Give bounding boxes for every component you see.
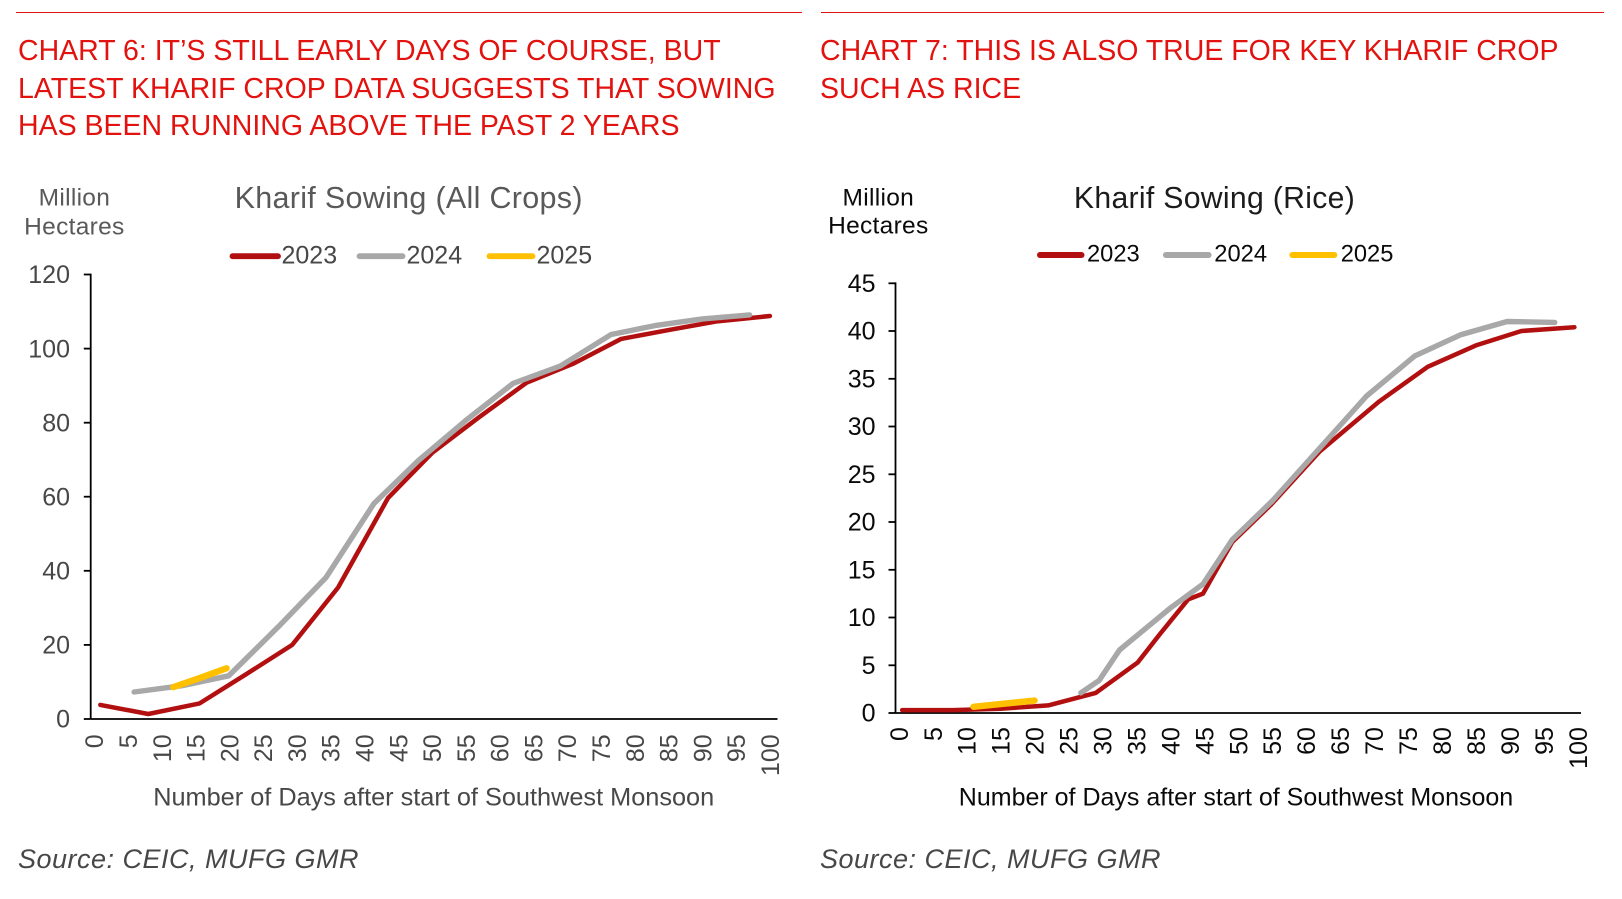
svg-text:80: 80 <box>622 734 650 762</box>
svg-text:100: 100 <box>757 734 785 776</box>
svg-text:65: 65 <box>520 734 548 762</box>
svg-text:60: 60 <box>487 734 515 762</box>
svg-text:15: 15 <box>988 727 1016 755</box>
svg-text:40: 40 <box>1157 727 1185 755</box>
svg-text:120: 120 <box>28 261 70 289</box>
svg-text:5: 5 <box>920 727 948 741</box>
svg-text:95: 95 <box>1531 727 1559 755</box>
svg-text:0: 0 <box>56 706 70 734</box>
svg-text:40: 40 <box>352 734 380 762</box>
svg-text:70: 70 <box>1361 727 1389 755</box>
svg-text:2025: 2025 <box>1341 241 1394 267</box>
svg-text:2023: 2023 <box>1087 241 1140 267</box>
svg-text:100: 100 <box>1565 727 1593 769</box>
svg-text:90: 90 <box>689 734 717 762</box>
svg-text:60: 60 <box>42 483 70 511</box>
svg-text:0: 0 <box>886 727 914 741</box>
svg-text:50: 50 <box>419 734 447 762</box>
svg-text:10: 10 <box>848 604 876 632</box>
svg-text:15: 15 <box>848 557 876 585</box>
svg-text:70: 70 <box>554 734 582 762</box>
svg-text:40: 40 <box>42 558 70 586</box>
svg-text:Hectares: Hectares <box>24 214 124 241</box>
svg-text:20: 20 <box>216 734 244 762</box>
svg-text:Kharif Sowing (All Crops): Kharif Sowing (All Crops) <box>235 181 583 215</box>
svg-text:60: 60 <box>1293 727 1321 755</box>
svg-text:40: 40 <box>848 318 876 346</box>
svg-text:55: 55 <box>453 734 481 762</box>
svg-text:Kharif Sowing (Rice): Kharif Sowing (Rice) <box>1074 182 1355 215</box>
svg-text:25: 25 <box>250 734 278 762</box>
svg-text:10: 10 <box>149 734 177 762</box>
svg-text:2024: 2024 <box>407 242 463 270</box>
svg-text:Number of Days after start of: Number of Days after start of Southwest … <box>959 784 1513 812</box>
svg-text:0: 0 <box>81 734 109 748</box>
svg-text:85: 85 <box>656 734 684 762</box>
svg-text:65: 65 <box>1327 727 1355 755</box>
svg-text:0: 0 <box>862 700 876 728</box>
svg-text:95: 95 <box>723 734 751 762</box>
svg-text:25: 25 <box>848 461 876 489</box>
svg-text:25: 25 <box>1056 727 1084 755</box>
svg-text:35: 35 <box>1124 727 1152 755</box>
svg-text:Million: Million <box>39 185 111 212</box>
svg-text:20: 20 <box>1022 727 1050 755</box>
svg-text:2024: 2024 <box>1214 241 1267 267</box>
svg-text:35: 35 <box>848 366 876 394</box>
svg-text:90: 90 <box>1497 727 1525 755</box>
svg-text:45: 45 <box>385 734 413 762</box>
svg-text:5: 5 <box>862 652 876 680</box>
svg-text:20: 20 <box>848 509 876 537</box>
svg-text:Million: Million <box>843 185 915 212</box>
svg-text:2023: 2023 <box>282 242 338 270</box>
svg-text:5: 5 <box>115 734 143 748</box>
svg-text:50: 50 <box>1225 727 1253 755</box>
svg-text:Hectares: Hectares <box>828 213 928 240</box>
svg-text:30: 30 <box>284 734 312 762</box>
svg-text:80: 80 <box>1429 727 1457 755</box>
svg-text:45: 45 <box>1191 727 1219 755</box>
svg-text:2025: 2025 <box>537 242 593 270</box>
svg-text:55: 55 <box>1259 727 1287 755</box>
svg-text:85: 85 <box>1463 727 1491 755</box>
svg-text:75: 75 <box>1395 727 1423 755</box>
svg-text:45: 45 <box>848 270 876 298</box>
svg-text:35: 35 <box>318 734 346 762</box>
svg-text:Number of Days after start of: Number of Days after start of Southwest … <box>153 784 714 812</box>
svg-text:75: 75 <box>588 734 616 762</box>
svg-text:100: 100 <box>28 335 70 363</box>
svg-text:30: 30 <box>848 413 876 441</box>
svg-text:20: 20 <box>42 632 70 660</box>
svg-text:80: 80 <box>42 409 70 437</box>
svg-text:15: 15 <box>183 734 211 762</box>
svg-text:30: 30 <box>1090 727 1118 755</box>
svg-text:10: 10 <box>954 727 982 755</box>
